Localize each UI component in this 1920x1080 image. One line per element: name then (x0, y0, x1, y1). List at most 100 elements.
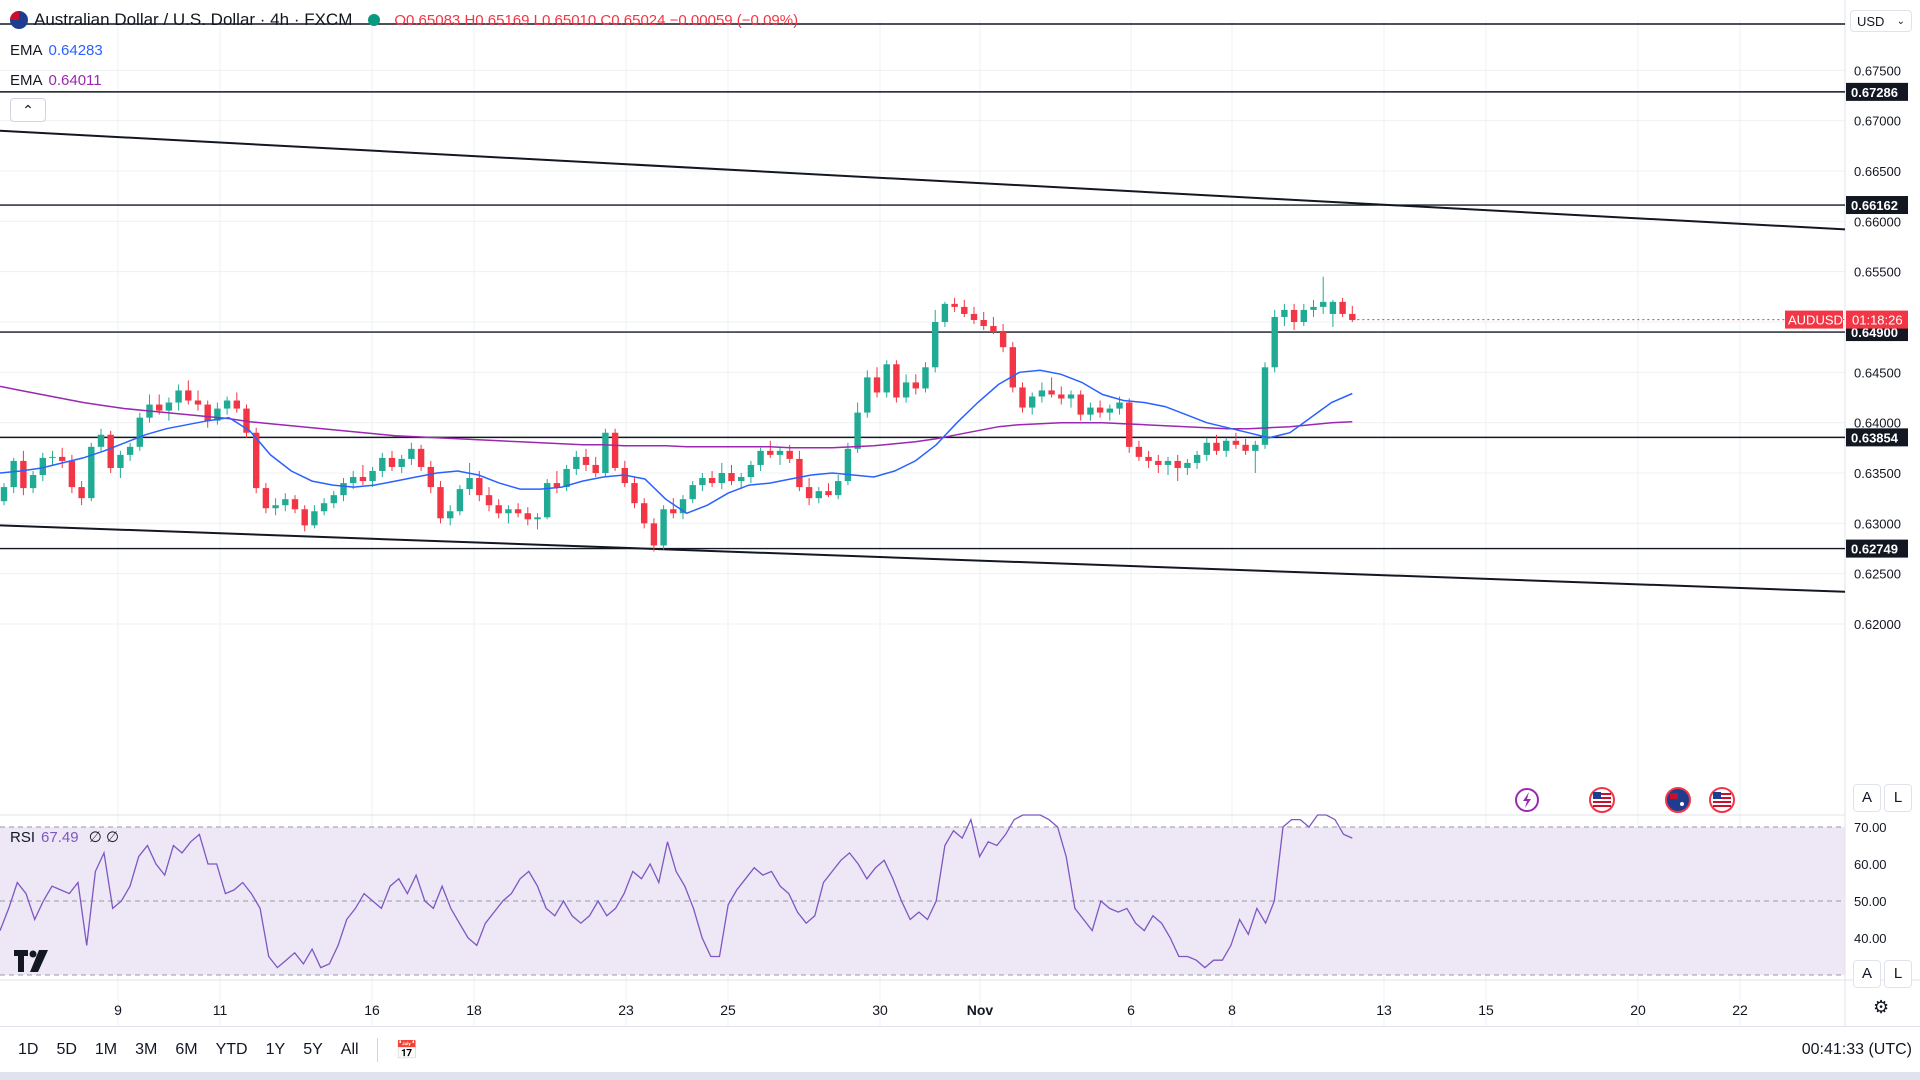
candle (456, 485, 464, 516)
candle (417, 444, 425, 471)
candle-body (796, 458, 803, 488)
candle-body (854, 412, 861, 449)
level-tag (1846, 428, 1908, 447)
ema-fast-label: EMA (10, 42, 43, 59)
currency-selector[interactable]: USD ⌄ (1850, 10, 1912, 32)
timeframe-ytd[interactable]: YTD (215, 1041, 248, 1058)
candle (776, 446, 784, 465)
timeframe-3m[interactable]: 3M (135, 1041, 158, 1058)
time-tick-label: 6 (1127, 1002, 1135, 1018)
candle (505, 505, 512, 524)
candle-body (767, 450, 774, 455)
rsi-auto-scale-button[interactable]: A (1853, 960, 1881, 988)
candle-body (1019, 387, 1026, 408)
candle-body (738, 477, 745, 482)
candle-body (1261, 367, 1269, 445)
candle (1058, 386, 1065, 405)
candle (1155, 454, 1162, 474)
timeframe-1d[interactable]: 1D (18, 1041, 39, 1058)
candle (78, 481, 85, 506)
rsi-line (0, 814, 1353, 969)
candle-body (379, 457, 386, 471)
candle-body (1290, 309, 1298, 323)
candle (699, 473, 706, 492)
candle-body (970, 313, 978, 320)
candle (1320, 276, 1327, 314)
us-flag-icon (1589, 787, 1615, 813)
auto-scale-button[interactable]: A (1853, 784, 1881, 812)
candle (1271, 309, 1278, 373)
change-value: −0.00059 (−0.09%) (669, 11, 799, 29)
clock[interactable]: 00:41:33 (UTC) (1801, 1041, 1912, 1058)
symbol-title[interactable]: Australian Dollar / U.S. Dollar · 4h · F… (34, 10, 353, 29)
upper-trendline (0, 129, 1846, 231)
candle-body (689, 485, 696, 500)
candle (718, 462, 725, 490)
rsi-legend[interactable]: RSI 67.49 ∅ ∅ (10, 828, 119, 846)
candle-body (641, 503, 648, 524)
flag-stripe (1713, 801, 1731, 803)
level-tag-label: 0.63854 (1851, 430, 1899, 445)
candle-body (1106, 408, 1113, 413)
candle-body (1174, 460, 1181, 468)
ema-slow-label: EMA (10, 72, 43, 89)
close-value: C0.65024 (600, 11, 666, 29)
candle (815, 487, 822, 504)
time-tick-label: 22 (1732, 1002, 1748, 1018)
candle (1145, 450, 1152, 468)
candle-body (990, 326, 997, 333)
candle-body (1164, 460, 1172, 465)
candle (59, 447, 66, 468)
ema-slow-legend[interactable]: EMA 0.64011 (10, 72, 102, 89)
timeframe-6m[interactable]: 6M (175, 1041, 198, 1058)
candle (1203, 437, 1210, 461)
candle-body (1184, 462, 1191, 468)
candle-body (175, 390, 182, 403)
ema-fast-legend[interactable]: EMA 0.64283 (10, 42, 103, 59)
timeframe-1m[interactable]: 1M (94, 1041, 118, 1058)
countdown-tag (1846, 310, 1908, 329)
candle (805, 478, 813, 506)
timeframe-1y[interactable]: 1Y (265, 1041, 286, 1058)
candle (650, 518, 658, 552)
candle (553, 470, 561, 494)
candle-body (1029, 396, 1036, 408)
candle (1174, 454, 1181, 482)
log-scale-button[interactable]: L (1884, 784, 1912, 812)
price-tick-label: 0.66500 (1854, 164, 1901, 179)
calendar-range-icon[interactable]: 📅 (395, 1039, 418, 1060)
rsi-log-scale-button[interactable]: L (1884, 960, 1912, 988)
settings-gear-icon[interactable]: ⚙ (1873, 997, 1890, 1017)
candle (447, 505, 454, 526)
candle-body (611, 432, 619, 468)
candle (1038, 382, 1046, 403)
candle (922, 362, 929, 393)
candle-body (524, 513, 531, 520)
candle (97, 428, 105, 451)
candle (437, 481, 444, 524)
high-value: H0.65169 (464, 11, 530, 29)
time-tick-label: 16 (364, 1002, 380, 1018)
candle-body (534, 517, 541, 520)
ema-fast-line (0, 369, 1353, 515)
candle (999, 324, 1007, 353)
tradingview-logo-icon[interactable] (14, 950, 54, 974)
candle (825, 483, 832, 498)
candle (582, 448, 590, 471)
candle-body (97, 434, 105, 447)
price-tick-label: 0.67000 (1854, 114, 1901, 129)
time-tick-label: 15 (1478, 1002, 1494, 1018)
candle (117, 450, 124, 479)
timeframe-5y[interactable]: 5Y (303, 1041, 323, 1058)
price-chart[interactable]: 0.675000.670000.665000.660000.655000.650… (0, 0, 1920, 1026)
timeframe-5d[interactable]: 5D (56, 1041, 77, 1058)
candle-body (301, 509, 308, 526)
candle (1252, 440, 1259, 474)
collapse-legend-button[interactable]: ⌃ (10, 98, 46, 122)
currency-label: USD (1857, 14, 1885, 29)
chevron-up-icon: ⌃ (22, 102, 34, 118)
candle (970, 306, 978, 325)
time-tick-label: 11 (213, 1002, 228, 1018)
lower-trendline (0, 524, 1846, 593)
timeframe-all[interactable]: All (340, 1041, 359, 1058)
